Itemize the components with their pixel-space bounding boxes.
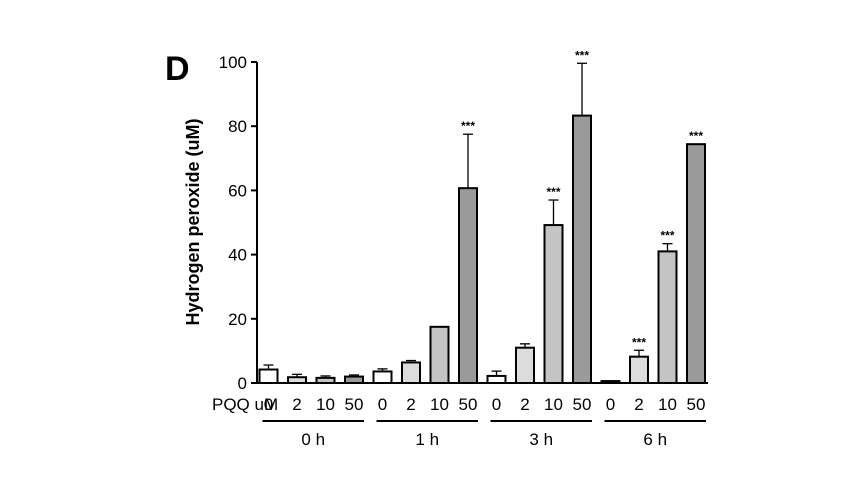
bar: [258, 368, 279, 385]
x-tick-label: 0: [264, 395, 273, 414]
bar: [429, 325, 450, 385]
x-tick-label: 50: [459, 395, 478, 414]
significance-marker: ***: [660, 229, 674, 243]
y-tick-label: 60: [228, 181, 247, 200]
bar: [600, 380, 621, 385]
y-tick-label: 80: [228, 117, 247, 136]
bar: [629, 355, 649, 385]
bar: [572, 114, 592, 385]
group-label: 1 h: [415, 430, 439, 449]
bar: [486, 374, 507, 384]
x-row-label: PQQ uM: [212, 395, 278, 414]
x-tick-label: 10: [430, 395, 449, 414]
significance-marker: ***: [461, 119, 475, 133]
bar: [401, 361, 421, 384]
bar: [515, 346, 535, 385]
significance-marker: ***: [546, 185, 560, 199]
bar: [372, 370, 393, 384]
group-label: 0 h: [301, 430, 325, 449]
significance-marker: ***: [689, 129, 703, 143]
group-label: 3 h: [529, 430, 553, 449]
bar: [543, 224, 564, 384]
x-tick-label: 10: [658, 395, 677, 414]
bar: [287, 376, 307, 384]
x-tick-label: 50: [573, 395, 592, 414]
x-tick-label: 2: [634, 395, 643, 414]
x-tick-label: 10: [316, 395, 335, 414]
panel-label: D: [165, 50, 190, 88]
bar: [344, 375, 364, 384]
y-tick-label: 100: [219, 53, 247, 72]
x-tick-label: 0: [606, 395, 615, 414]
significance-marker: ***: [632, 335, 646, 349]
y-axis-title: Hydrogen peroxide (uM): [183, 118, 203, 325]
x-tick-label: 0: [492, 395, 501, 414]
bar: [315, 376, 336, 385]
x-tick-label: 10: [544, 395, 563, 414]
y-tick-label: 40: [228, 246, 247, 265]
x-tick-label: 50: [345, 395, 364, 414]
significance-marker: ***: [575, 48, 589, 62]
y-tick-label: 20: [228, 310, 247, 329]
x-tick-label: 2: [520, 395, 529, 414]
y-tick-label: 0: [238, 374, 247, 393]
group-label: 6 h: [643, 430, 667, 449]
x-tick-label: 50: [687, 395, 706, 414]
x-tick-label: 2: [292, 395, 301, 414]
bar: [657, 250, 678, 384]
x-tick-label: 0: [378, 395, 387, 414]
bar: [686, 143, 706, 384]
x-tick-label: 2: [406, 395, 415, 414]
bar: [458, 187, 478, 384]
